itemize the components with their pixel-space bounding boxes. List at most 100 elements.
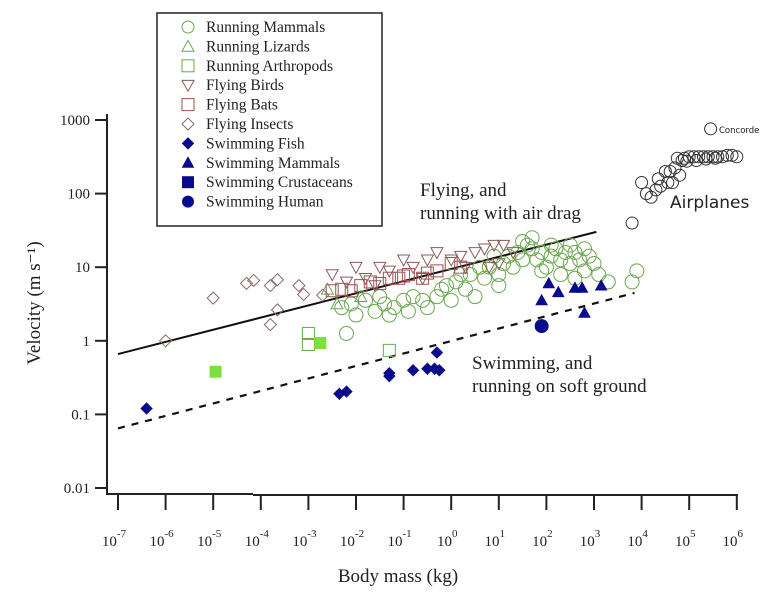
legend-label: Running Arthropods [206, 58, 333, 75]
x-tick-label: 106 [723, 528, 744, 550]
data-point [354, 279, 368, 293]
legend-item: Flying Bats [181, 97, 278, 114]
y-axis-title: Velocity (m s⁻¹) [24, 241, 45, 364]
data-point [572, 252, 588, 268]
y-tick-label: 100 [68, 187, 91, 203]
legend-label: Flying Insects [206, 116, 293, 133]
data-point [270, 273, 285, 287]
data-point [624, 274, 640, 290]
data-point [551, 285, 565, 298]
legend-marker-square-icon [181, 59, 195, 73]
axes [106, 114, 738, 496]
data-point [496, 256, 512, 272]
data-point [670, 151, 684, 165]
legend-label: Swimming Human [206, 194, 324, 211]
series-swimming-fish [140, 346, 446, 415]
data-point [415, 292, 431, 308]
series-airplanes [625, 122, 744, 230]
data-point [625, 216, 639, 230]
data-point [649, 183, 663, 197]
data-point [482, 261, 497, 275]
legend-marker-circle-icon [182, 195, 194, 208]
data-point [358, 272, 373, 286]
data-point [396, 254, 411, 267]
y-tick-label: 10 [75, 260, 90, 276]
x-tick-label: 10-6 [150, 528, 175, 550]
data-point [706, 150, 720, 164]
y-tick-label: 0.01 [64, 481, 90, 497]
legend-item: Flying Insects [181, 116, 293, 133]
data-point [576, 263, 592, 279]
x-tick-label: 105 [675, 528, 696, 550]
data-point [315, 288, 330, 302]
data-point [444, 254, 459, 267]
data-point [576, 241, 592, 257]
legend-label: Swimming Fish [206, 135, 305, 152]
data-point [270, 303, 285, 317]
data-point [430, 247, 444, 260]
data-point [358, 292, 374, 308]
data-point [429, 289, 445, 305]
data-point [491, 258, 506, 271]
data-point [301, 337, 315, 351]
annotation-flying: Flying, and running with air drag [420, 180, 581, 224]
data-point [591, 267, 607, 283]
data-point [397, 269, 411, 283]
data-point [505, 259, 521, 275]
x-tick-label: 103 [580, 528, 601, 550]
data-points [140, 122, 744, 415]
data-point [557, 244, 573, 260]
legend-marker-triangle-up-icon [181, 39, 195, 52]
x-tick-label: 104 [627, 528, 648, 550]
annotation-flying-line1: Flying, and [420, 180, 507, 201]
data-point [701, 150, 715, 164]
data-point [581, 248, 597, 264]
data-point [704, 122, 718, 136]
x-ticks: 10-7 10-6 10-5 10-4 10-3 10-2 10-1 100 101 102 103… [102, 495, 744, 550]
data-point [348, 307, 364, 323]
legend-item: Running Arthropods [181, 58, 333, 75]
data-point [263, 317, 278, 332]
data-point [529, 252, 545, 268]
data-point [353, 289, 368, 302]
legend-marker-triangle-up-icon [181, 156, 195, 168]
series-running-mammals [334, 230, 645, 341]
data-point [239, 276, 254, 291]
data-point [405, 289, 421, 305]
data-point [586, 256, 602, 272]
data-point [401, 268, 415, 282]
data-point [420, 266, 434, 280]
data-point [680, 154, 694, 168]
data-point [330, 296, 344, 310]
data-point [430, 264, 444, 278]
x-tick-label: 101 [485, 528, 506, 550]
data-point [534, 319, 549, 334]
data-point [666, 176, 680, 190]
data-point [534, 244, 550, 260]
data-point [538, 259, 554, 275]
data-point [363, 275, 377, 289]
data-point [434, 281, 450, 297]
data-point [334, 300, 350, 316]
data-point [325, 269, 340, 282]
annotation-concorde: Concorde [719, 126, 759, 136]
x-tick-label: 10-4 [245, 528, 270, 550]
x-tick-label: 100 [437, 528, 458, 550]
data-point [575, 281, 589, 293]
data-point [416, 271, 430, 285]
legend-marker-diamond-icon [181, 137, 195, 150]
data-point [730, 150, 744, 164]
swimming-fit-line [117, 291, 635, 430]
data-point [246, 273, 261, 288]
y-ticks: 0.01 0.1 1 10 100 1000 [60, 113, 107, 497]
data-point [325, 284, 339, 298]
data-point [491, 278, 507, 294]
data-point [373, 276, 387, 290]
data-point [535, 293, 548, 306]
data-point [668, 161, 682, 175]
data-point [467, 289, 483, 305]
legend-marker-square-icon [182, 176, 194, 189]
data-point [519, 237, 535, 253]
annotation-swimming-line2: running on soft ground [472, 376, 647, 397]
